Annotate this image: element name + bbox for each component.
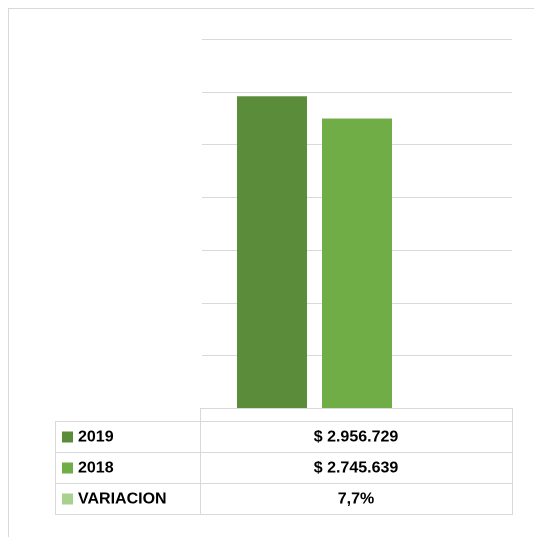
legend-swatch	[62, 494, 73, 505]
legend-swatch	[62, 432, 73, 443]
value-label: 7,7%	[338, 491, 374, 508]
legend-label: VARIACION	[78, 491, 167, 508]
value-label: $ 2.956.729	[314, 429, 399, 446]
legend-swatch	[62, 463, 73, 474]
legend-label: 2019	[78, 429, 114, 446]
value-label: $ 2.745.639	[314, 460, 399, 477]
table-header-cell	[201, 409, 513, 422]
legend-label: 2018	[78, 460, 114, 477]
bar	[237, 96, 307, 408]
bar	[322, 119, 392, 408]
